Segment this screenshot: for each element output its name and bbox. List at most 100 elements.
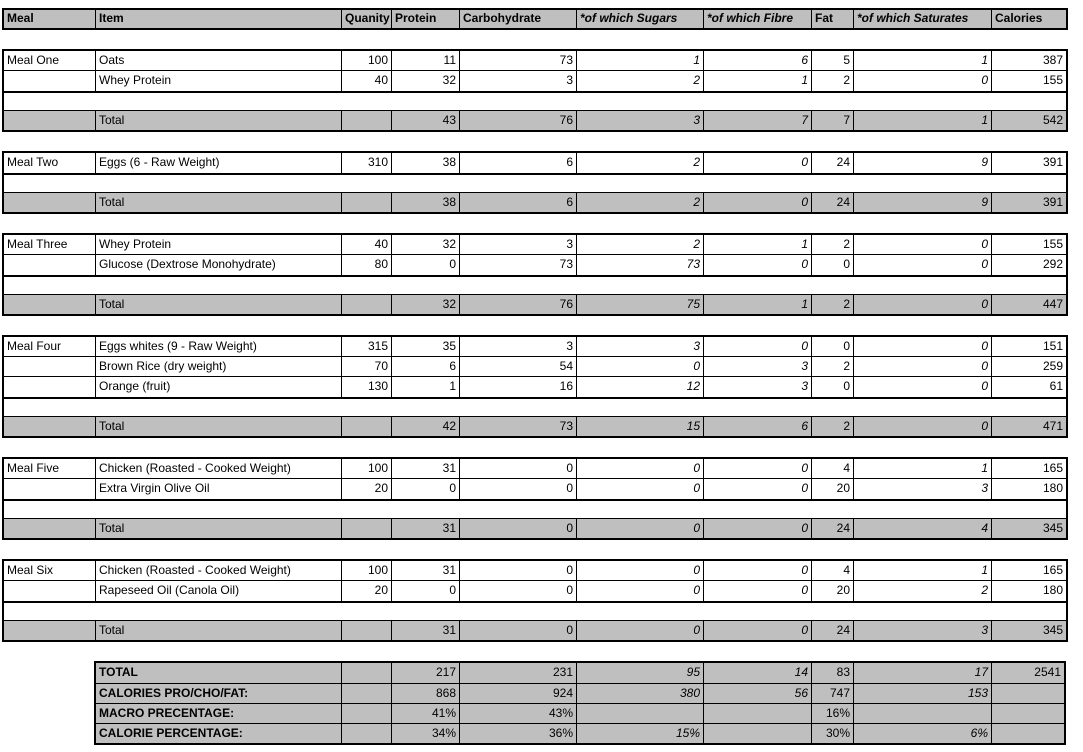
cell-sugars: 0 [577, 621, 704, 640]
cell-fat: 0 [812, 377, 854, 397]
cell-fibre: 3 [704, 377, 812, 397]
cell-saturates: 0 [854, 337, 992, 356]
cell-protein: 868 [392, 684, 460, 703]
cell-sugars: 0 [577, 479, 704, 499]
spacer-row [4, 275, 1066, 294]
cell-fibre: 1 [704, 295, 812, 314]
cell-item: Total [96, 111, 342, 130]
meal-block-4: Meal Four Eggs whites (9 - Raw Weight) 315… [2, 335, 1068, 438]
summary-row: CALORIES PRO/CHO/FAT: 868 924 380 56 747 153 [96, 683, 1064, 703]
cell-quantity [342, 519, 392, 538]
cell-quantity [342, 295, 392, 314]
cell-meal-name [4, 357, 96, 376]
cell-saturates: 1 [854, 111, 992, 130]
cell-saturates: 3 [854, 479, 992, 499]
cell-protein: 38 [392, 153, 460, 173]
cell-saturates: 17 [854, 663, 992, 683]
cell-calories: 447 [1042, 297, 1063, 311]
summary-label-cell: TOTAL [96, 663, 342, 683]
cell-protein: 42 [392, 417, 460, 436]
cell-item: Total [96, 193, 342, 212]
cell-fibre: 0 [704, 153, 812, 173]
cell-meal-name [4, 295, 96, 314]
cell-fibre: 6 [704, 51, 812, 70]
item-row: Meal Three Whey Protein 40 32 3 2 1 2 0 155 [4, 235, 1066, 255]
cell-quantity: 70 [342, 357, 392, 376]
cell-meal-name: Meal Four [4, 337, 96, 356]
cell-quantity [342, 704, 392, 723]
cell-item: Whey Protein [96, 71, 342, 91]
cell-fibre: 0 [704, 337, 812, 356]
cell-saturates: 9 [854, 153, 992, 173]
cell-protein: 6 [392, 357, 460, 376]
cell-calories: 2541 [1034, 665, 1061, 679]
cell-fibre [704, 724, 812, 743]
cell-calories: 180 [1042, 481, 1063, 495]
meal-block-1: Meal One Oats 100 11 73 1 6 5 1 387 Whey Protein 40… [2, 49, 1068, 132]
cell-fat: 24 [812, 519, 854, 538]
summary-row: MACRO PRECENTAGE: 41% 43% 16% [96, 703, 1064, 723]
cell-quantity [342, 111, 392, 130]
item-row: Whey Protein 40 32 3 2 1 2 0 155 [4, 71, 1066, 91]
summary-row: CALORIE PERCENTAGE: 34% 36% 15% 30% 6% [96, 723, 1064, 743]
cell-protein: 43 [392, 111, 460, 130]
header-cell-carbohydrate: Carbohydrate [460, 10, 577, 28]
cell-quantity: 20 [342, 479, 392, 499]
cell-protein: 217 [392, 663, 460, 683]
item-row: Meal Six Chicken (Roasted - Cooked Weight… [4, 561, 1066, 581]
meal-total-row: Total 38 6 2 0 24 9 391 [4, 192, 1066, 212]
cell-carbohydrate: 0 [460, 581, 577, 601]
cell-fat: 16% [812, 704, 854, 723]
cell-fibre: 1 [704, 235, 812, 254]
cell-carbohydrate: 73 [460, 51, 577, 70]
cell-carbohydrate: 0 [460, 459, 577, 478]
cell-sugars: 0 [577, 519, 704, 538]
cell-meal-name [4, 377, 96, 397]
cell-protein: 11 [392, 51, 460, 70]
cell-calories: 387 [1042, 53, 1063, 67]
header-cell-saturates: *of which Saturates [854, 10, 992, 28]
cell-saturates: 9 [854, 193, 992, 212]
cell-fibre: 0 [704, 519, 812, 538]
meal-total-row: Total 31 0 0 0 24 4 345 [4, 518, 1066, 538]
cell-fibre: 0 [704, 479, 812, 499]
cell-sugars: 2 [577, 71, 704, 91]
cell-sugars: 0 [577, 459, 704, 478]
cell-carbohydrate: 6 [460, 153, 577, 173]
cell-carbohydrate: 73 [460, 417, 577, 436]
cell-fat: 4 [812, 561, 854, 580]
cell-item: Extra Virgin Olive Oil [96, 479, 342, 499]
cell-fibre: 3 [704, 357, 812, 376]
cell-saturates: 3 [854, 621, 992, 640]
cell-meal-name [4, 193, 96, 212]
cell-carbohydrate: 0 [460, 621, 577, 640]
cell-meal-name: Meal Five [4, 459, 96, 478]
cell-quantity [342, 663, 392, 683]
cell-fibre: 6 [704, 417, 812, 436]
cell-item: Eggs whites (9 - Raw Weight) [96, 337, 342, 356]
cell-carbohydrate: 76 [460, 111, 577, 130]
cell-protein: 0 [392, 255, 460, 275]
cell-carbohydrate: 3 [460, 337, 577, 356]
cell-calories: 155 [1042, 237, 1063, 251]
cell-fibre: 0 [704, 193, 812, 212]
cell-meal-name [4, 519, 96, 538]
spacer-row [4, 173, 1066, 192]
cell-fat: 24 [812, 193, 854, 212]
header-cell-fibre: *of which Fibre [704, 10, 812, 28]
cell-saturates: 6% [854, 724, 992, 743]
cell-protein: 31 [392, 519, 460, 538]
spacer-row [4, 499, 1066, 518]
cell-fat: 7 [812, 111, 854, 130]
cell-carbohydrate: 73 [460, 255, 577, 275]
cell-quantity: 100 [342, 51, 392, 70]
cell-sugars: 2 [577, 153, 704, 173]
cell-quantity: 315 [342, 337, 392, 356]
cell-protein: 32 [392, 235, 460, 254]
cell-meal-name: Meal Three [4, 235, 96, 254]
cell-fibre: 56 [704, 684, 812, 703]
cell-carbohydrate: 0 [460, 561, 577, 580]
cell-quantity: 20 [342, 581, 392, 601]
cell-meal-name [4, 71, 96, 91]
